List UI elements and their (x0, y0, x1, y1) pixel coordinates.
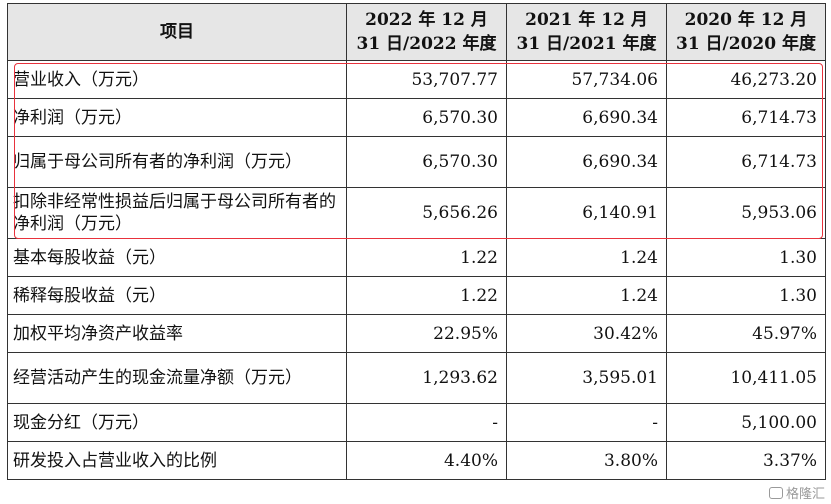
watermark-text: 格隆汇 (785, 487, 825, 502)
value-2021: 1.24 (506, 276, 667, 315)
table-row: 稀释每股收益（元） 1.22 1.24 1.30 (7, 276, 826, 315)
row-label: 扣除非经常性损益后归属于母公司所有者的净利润（万元） (7, 187, 347, 239)
watermark: 格隆汇 (768, 483, 825, 502)
header-2022: 2022 年 12 月 31 日/2022 年度 (346, 3, 507, 61)
value-2021: 6,690.34 (506, 136, 667, 188)
value-2022: 5,656.26 (346, 187, 507, 239)
value-2022: 6,570.30 (346, 136, 507, 188)
table-header-row: 项目 2022 年 12 月 31 日/2022 年度 2021 年 12 月 … (7, 3, 826, 61)
value-2021: 6,140.91 (506, 187, 667, 239)
table-row: 基本每股收益（元） 1.22 1.24 1.30 (7, 238, 826, 277)
row-label: 净利润（万元） (7, 98, 347, 137)
table-row: 研发投入占营业收入的比例 4.40% 3.80% 3.37% (7, 441, 826, 480)
value-2021: 1.24 (506, 238, 667, 277)
value-2020: 45.97% (666, 314, 826, 353)
row-label: 加权平均净资产收益率 (7, 314, 347, 353)
value-2022: 1.22 (346, 276, 507, 315)
value-2021: 3.80% (506, 441, 667, 480)
table-row: 现金分红（万元） - - 5,100.00 (7, 403, 826, 442)
row-label: 经营活动产生的现金流量净额（万元） (7, 352, 347, 404)
row-label: 现金分红（万元） (7, 403, 347, 442)
row-label: 营业收入（万元） (7, 60, 347, 99)
financial-data-table: 项目 2022 年 12 月 31 日/2022 年度 2021 年 12 月 … (7, 3, 826, 480)
row-label: 归属于母公司所有者的净利润（万元） (7, 136, 347, 188)
table-row: 营业收入（万元） 53,707.77 57,734.06 46,273.20 (7, 60, 826, 99)
value-2021: 30.42% (506, 314, 667, 353)
value-2022: - (346, 403, 507, 442)
value-2022: 4.40% (346, 441, 507, 480)
value-2022: 1.22 (346, 238, 507, 277)
value-2022: 22.95% (346, 314, 507, 353)
row-label: 研发投入占营业收入的比例 (7, 441, 347, 480)
table-row: 经营活动产生的现金流量净额（万元） 1,293.62 3,595.01 10,4… (7, 352, 826, 404)
value-2020: 6,714.73 (666, 136, 826, 188)
header-2020: 2020 年 12 月 31 日/2020 年度 (666, 3, 826, 61)
value-2020: 1.30 (666, 238, 826, 277)
watermark-logo-icon (768, 486, 783, 499)
header-item: 项目 (7, 3, 347, 61)
value-2021: 3,595.01 (506, 352, 667, 404)
table-row: 扣除非经常性损益后归属于母公司所有者的净利润（万元） 5,656.26 6,14… (7, 187, 826, 239)
value-2020: 5,953.06 (666, 187, 826, 239)
value-2022: 6,570.30 (346, 98, 507, 137)
value-2022: 53,707.77 (346, 60, 507, 99)
header-2021: 2021 年 12 月 31 日/2021 年度 (506, 3, 667, 61)
value-2021: - (506, 403, 667, 442)
table-row: 加权平均净资产收益率 22.95% 30.42% 45.97% (7, 314, 826, 353)
value-2021: 6,690.34 (506, 98, 667, 137)
value-2020: 1.30 (666, 276, 826, 315)
value-2020: 3.37% (666, 441, 826, 480)
value-2020: 5,100.00 (666, 403, 826, 442)
row-label: 稀释每股收益（元） (7, 276, 347, 315)
value-2020: 46,273.20 (666, 60, 826, 99)
row-label: 基本每股收益（元） (7, 238, 347, 277)
value-2022: 1,293.62 (346, 352, 507, 404)
table-row: 归属于母公司所有者的净利润（万元） 6,570.30 6,690.34 6,71… (7, 136, 826, 188)
value-2021: 57,734.06 (506, 60, 667, 99)
value-2020: 10,411.05 (666, 352, 826, 404)
value-2020: 6,714.73 (666, 98, 826, 137)
table-row: 净利润（万元） 6,570.30 6,690.34 6,714.73 (7, 98, 826, 137)
